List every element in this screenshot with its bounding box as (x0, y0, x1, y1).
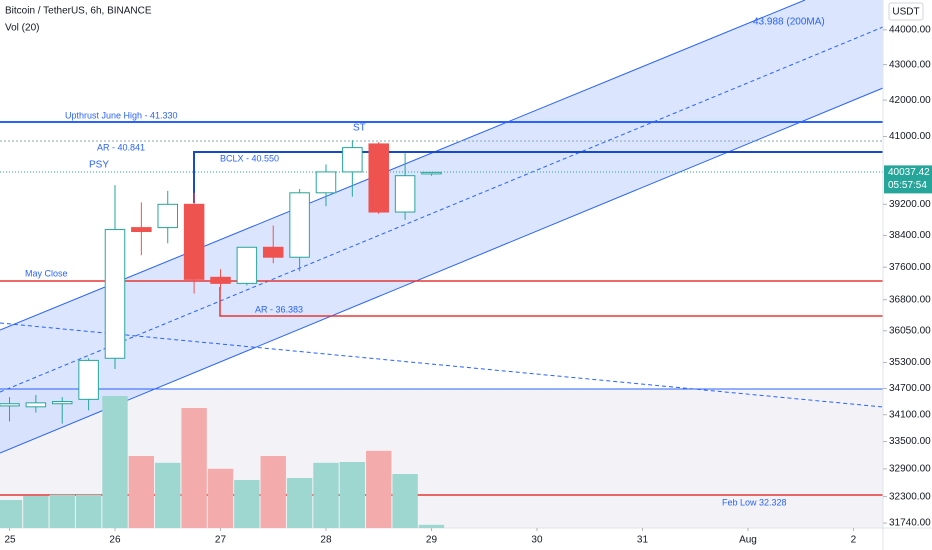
volume-bar (260, 456, 286, 528)
volume-bar (102, 396, 128, 528)
volume-bar (339, 462, 366, 528)
y-tick-label: 31740.00 (889, 518, 931, 529)
candle-body (183, 203, 205, 280)
x-tick-label: 30 (531, 535, 543, 546)
candle-body (104, 229, 126, 359)
candle-body (394, 175, 416, 213)
volume-bar (313, 462, 339, 528)
x-tick-label: 31 (637, 535, 649, 546)
volume-bar (392, 474, 418, 528)
candle-body (342, 147, 363, 173)
y-tick-label: 34700.00 (889, 383, 931, 394)
candle-body (78, 359, 99, 400)
annotation: PSY (89, 160, 109, 171)
y-tick-label: 41000.00 (889, 131, 931, 142)
currency-box[interactable] (888, 2, 924, 21)
volume-bar (75, 494, 102, 528)
x-tick-label: Aug (739, 535, 757, 546)
candle-body (210, 276, 231, 284)
y-tick-label: 42000.00 (889, 95, 931, 106)
annotation: Upthrust June High - 41.330 (65, 110, 178, 120)
last-price-label: 40037.42 (888, 167, 930, 178)
channel-mid (0, 26, 884, 393)
candle-body (289, 192, 310, 258)
channel-fill (0, 0, 883, 453)
candle-body (131, 227, 152, 233)
trend-line (0, 322, 884, 408)
volume-bar (286, 478, 313, 528)
annotation: 43.988 (200MA) (753, 17, 825, 28)
chart-title: Bitcoin / TetherUS, 6h, BINANCE (5, 6, 152, 17)
y-tick-label: 38400.00 (889, 230, 931, 241)
candle-body (262, 246, 284, 258)
volume-bar (366, 450, 392, 528)
x-tick-label: 25 (4, 535, 16, 546)
x-tick-label: 29 (426, 535, 438, 546)
annotation: AR - 40.841 (97, 142, 145, 152)
y-tick-label: 36800.00 (889, 294, 931, 305)
volume-bar (23, 496, 49, 528)
y-tick-label: 32300.00 (889, 491, 931, 502)
y-tick-label: 44000.00 (889, 25, 931, 36)
last-price-box (884, 165, 932, 194)
currency-label[interactable]: USDT (892, 7, 919, 18)
x-tick-label: 2 (851, 535, 857, 546)
volume-bar (234, 480, 260, 528)
candle-body (368, 143, 389, 213)
channel-bottom (0, 87, 884, 454)
candle-body (236, 246, 258, 284)
y-tick-label: 33500.00 (889, 436, 931, 447)
channel-top (0, 0, 806, 331)
annotation: ST (353, 123, 366, 134)
y-tick-label: 37600.00 (889, 262, 931, 273)
x-tick-label: 27 (215, 535, 227, 546)
annotation: May Close (25, 268, 68, 278)
annotation: AR - 36.383 (255, 304, 303, 314)
bclx-line (193, 151, 883, 203)
indicator-label: Vol (20) (5, 23, 39, 34)
volume-bar (181, 408, 207, 528)
y-tick-label: 35300.00 (889, 357, 931, 368)
volume-bar (207, 468, 234, 528)
x-tick-label: 26 (109, 535, 121, 546)
volume-bar (128, 456, 155, 528)
volume-bar (0, 500, 23, 528)
y-tick-label: 43000.00 (889, 59, 931, 70)
y-tick-label: 36050.00 (889, 325, 931, 336)
y-tick-label: 34100.00 (889, 409, 931, 420)
y-tick-label: 32900.00 (889, 463, 931, 474)
volume-bar (418, 524, 445, 528)
countdown-label: 05:57:54 (888, 180, 927, 191)
y-tick-label: 39200.00 (889, 199, 931, 210)
candle-body (51, 401, 73, 405)
volume-bar (155, 462, 181, 528)
volume-bar (49, 494, 75, 528)
ar-low-line (219, 287, 883, 317)
candle-body (315, 171, 337, 194)
candle-body (421, 171, 442, 175)
annotation: Feb Low 32.328 (722, 497, 787, 507)
annotation: BCLX - 40.550 (220, 153, 279, 163)
candle-body (0, 403, 20, 407)
candle-body (25, 402, 47, 408)
x-tick-label: 28 (320, 535, 332, 546)
candle-body (157, 203, 178, 229)
